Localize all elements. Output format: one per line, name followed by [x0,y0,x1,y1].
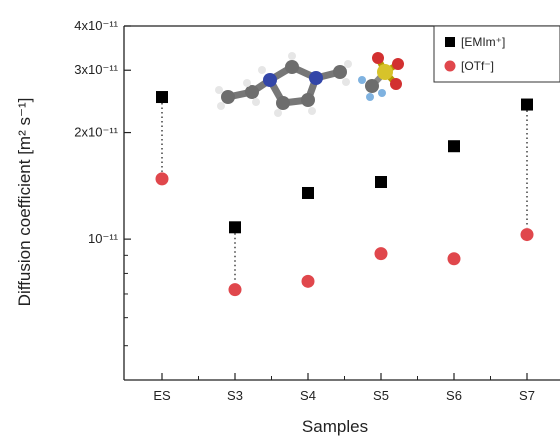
legend-emim-marker [445,37,455,47]
emim-point [375,176,387,189]
emim-point [302,186,314,199]
emim-point [448,140,460,153]
emim-cation-molecule [215,52,352,117]
y-tick-label: 3x10⁻¹¹ [74,62,118,77]
legend-box [433,25,560,83]
molecule-inset [215,52,404,117]
otf-point [520,228,534,242]
otf-point [374,247,388,261]
otf-anion-molecule [358,52,404,101]
y-axis-title: Diffusion coefficient [m² s⁻¹] [15,98,34,307]
legend: [EMIm⁺] [OTf⁻] [433,25,560,83]
otf-point [447,252,461,266]
x-tick-label: S6 [446,388,462,403]
legend-emim-label: [EMIm⁺] [461,35,505,49]
x-tick-label: S5 [373,388,389,403]
otf-point [228,283,242,297]
x-tick-label: S3 [227,388,243,403]
otf-point [301,274,315,288]
y-tick-label: 4x10⁻¹¹ [74,18,118,33]
legend-otf-marker [444,60,456,72]
x-axis-title: Samples [302,417,368,436]
x-tick-label: S7 [519,388,535,403]
axes: 10⁻¹¹ 2x10⁻¹¹ 3x10⁻¹¹ 4x10⁻¹¹ ES S3 S4 S5 S6 S7 [74,18,560,403]
emim-point [229,221,241,234]
y-tick-label: 2x10⁻¹¹ [74,125,118,140]
marks [155,91,534,297]
legend-otf-label: [OTf⁻] [461,59,494,73]
otf-point [155,172,169,186]
x-tick-label: S4 [300,388,316,403]
emim-point [521,98,533,111]
emim-point [156,91,168,104]
y-tick-label: 10⁻¹¹ [88,231,119,246]
connectors [161,103,528,283]
x-tick-label: ES [153,388,171,403]
